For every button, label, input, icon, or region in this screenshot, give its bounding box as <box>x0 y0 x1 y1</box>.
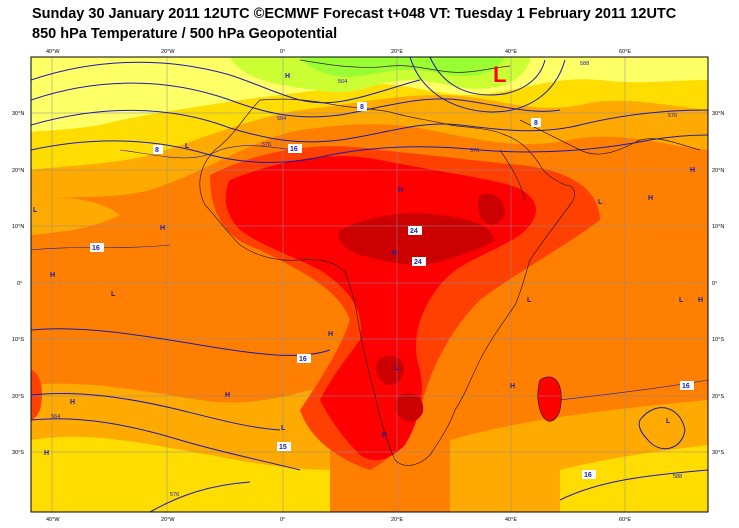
isotherm-label: 8 <box>534 120 538 127</box>
coastlines <box>199 59 701 466</box>
geopotential-label: 588 <box>580 61 589 67</box>
lon-tick-label: 0° <box>280 49 285 55</box>
isotherm-label: 16 <box>584 472 592 479</box>
lon-tick-label: 20°E <box>391 49 403 55</box>
high-center: H <box>648 195 653 202</box>
chart-title-line2: 850 hPa Temperature / 500 hPa Geopotenti… <box>32 26 338 42</box>
high-center: H <box>510 383 515 390</box>
high-center: H <box>44 450 49 457</box>
lon-tick-label: 40°E <box>505 49 517 55</box>
pressure-centers: H H H H H H H H H H H H H H L L L L L L … <box>33 73 703 457</box>
low-center: L <box>598 199 603 206</box>
lat-tick-label: 0° <box>712 281 717 287</box>
high-center: H <box>50 272 55 279</box>
isotherm-label: 24 <box>410 228 418 235</box>
geopotential-label: 588 <box>673 474 682 480</box>
isotherm-label: 16 <box>682 383 690 390</box>
left-latitude-axis: 30°N 20°N 10°N 0° 10°S 20°S 30°S <box>12 111 24 456</box>
lon-tick-label: 60°E <box>619 49 631 55</box>
lat-tick-label: 30°S <box>712 450 724 456</box>
lat-tick-label: 10°N <box>12 224 24 230</box>
lon-tick-label: 20°E <box>391 517 403 523</box>
high-center: H <box>160 225 165 232</box>
right-latitude-axis: 30°N 20°N 10°N 0° 10°S 20°S 30°S <box>712 111 724 456</box>
high-center: H <box>70 399 75 406</box>
isotherm-label: 8 <box>360 104 364 111</box>
low-center: L <box>111 291 116 298</box>
isotherm-label: 16 <box>299 356 307 363</box>
isotherm-label: 16 <box>290 146 298 153</box>
high-center: H <box>382 432 387 439</box>
low-pressure-marker: L <box>493 62 506 87</box>
high-center: H <box>392 250 397 257</box>
isotherm-label: 15 <box>279 444 287 451</box>
top-longitude-axis: 40°W 20°W 0° 20°E 40°E 60°E <box>46 49 631 55</box>
high-center: H <box>328 331 333 338</box>
low-center: L <box>666 418 671 425</box>
bottom-longitude-axis: 40°W 20°W 0° 20°E 40°E 60°E <box>46 517 631 523</box>
lat-tick-label: 20°S <box>12 394 24 400</box>
low-center: L <box>679 297 684 304</box>
lat-tick-label: 30°S <box>12 450 24 456</box>
lat-tick-label: 30°N <box>712 111 724 117</box>
lat-tick-label: 0° <box>17 281 22 287</box>
low-center: L <box>395 365 400 372</box>
low-center: L <box>185 143 190 150</box>
lat-tick-label: 10°S <box>712 337 724 343</box>
temperature-field <box>31 57 708 512</box>
lon-tick-label: 40°W <box>46 517 60 523</box>
isotherm-label: 16 <box>92 245 100 252</box>
low-center: L <box>281 425 286 432</box>
geopotential-label: 576 <box>668 113 677 119</box>
high-center: H <box>285 73 290 80</box>
map-frame <box>30 56 709 513</box>
low-center: L <box>33 207 38 214</box>
lon-tick-label: 60°E <box>619 517 631 523</box>
chart-title-line1: Sunday 30 January 2011 12UTC ©ECMWF Fore… <box>32 6 677 22</box>
geopotential-label: 564 <box>277 116 286 122</box>
lon-tick-label: 20°W <box>161 49 175 55</box>
geopotential-label: 576 <box>470 148 479 154</box>
lon-tick-label: 0° <box>280 517 285 523</box>
geopotential-label: 576 <box>170 492 179 498</box>
high-center: H <box>698 297 703 304</box>
high-center: H <box>225 392 230 399</box>
lat-tick-label: 30°N <box>12 111 24 117</box>
lat-tick-label: 10°S <box>12 337 24 343</box>
high-center: H <box>398 187 403 194</box>
geopotential-contours <box>31 57 708 512</box>
geopotential-label: 564 <box>51 414 60 420</box>
geopotential-label: 564 <box>338 79 347 85</box>
lon-tick-label: 40°E <box>505 517 517 523</box>
lon-tick-label: 40°W <box>46 49 60 55</box>
lon-tick-label: 20°W <box>161 517 175 523</box>
isotherm-label: 24 <box>414 259 422 266</box>
lat-tick-label: 20°N <box>12 168 24 174</box>
high-center: H <box>690 167 695 174</box>
lat-tick-label: 10°N <box>712 224 724 230</box>
lat-tick-label: 20°N <box>712 168 724 174</box>
isotherm-label: 8 <box>155 147 159 154</box>
geopotential-label: 576 <box>262 142 271 148</box>
contour-labels: 8 8 8 16 16 16 16 16 24 24 15 564 576 57… <box>51 61 694 498</box>
low-center: L <box>527 297 532 304</box>
lat-tick-label: 20°S <box>712 394 724 400</box>
